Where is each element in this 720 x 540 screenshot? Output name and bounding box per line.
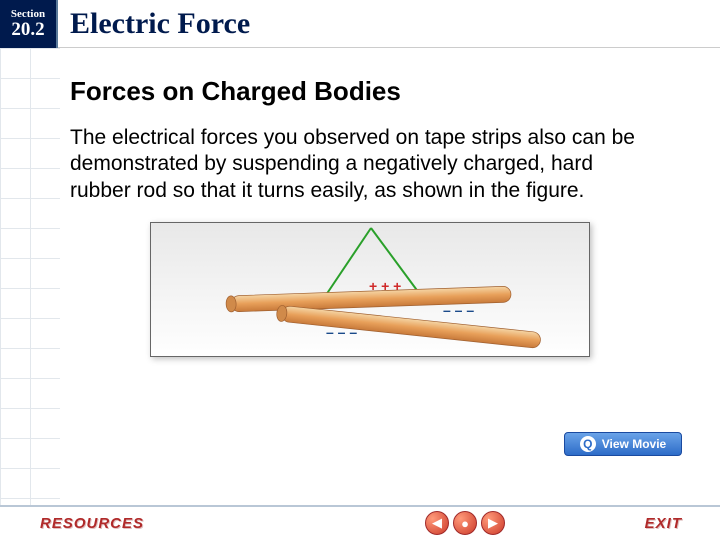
minus-marks-bottom: – – –	[326, 324, 357, 340]
footer: RESOURCES ◀ ● ▶ EXIT	[0, 505, 720, 540]
figure: + + + – – – – – –	[150, 222, 590, 357]
view-movie-button[interactable]: Q View Movie	[564, 432, 682, 456]
resources-button[interactable]: RESOURCES	[40, 515, 144, 532]
nav-buttons: ◀ ● ▶	[425, 511, 505, 535]
view-movie-icon: Q	[580, 436, 596, 452]
section-box: Section 20.2	[0, 0, 58, 48]
grid-decoration	[0, 48, 60, 505]
exit-button[interactable]: EXIT	[645, 515, 682, 532]
home-button[interactable]: ●	[453, 511, 477, 535]
slide-header: Section 20.2 Electric Force	[0, 0, 720, 48]
body-text: The electrical forces you observed on ta…	[70, 125, 650, 204]
minus-marks-top: – – –	[443, 302, 474, 318]
next-button[interactable]: ▶	[481, 511, 505, 535]
section-number: 20.2	[0, 20, 56, 39]
plus-marks: + + +	[369, 278, 401, 294]
subtitle: Forces on Charged Bodies	[70, 76, 670, 107]
charged-rods-illustration: + + + – – – – – –	[151, 223, 590, 357]
prev-button[interactable]: ◀	[425, 511, 449, 535]
chapter-title: Electric Force	[58, 7, 250, 41]
footer-divider	[0, 505, 720, 507]
view-movie-label: View Movie	[602, 437, 666, 451]
content-area: Forces on Charged Bodies The electrical …	[0, 48, 720, 357]
